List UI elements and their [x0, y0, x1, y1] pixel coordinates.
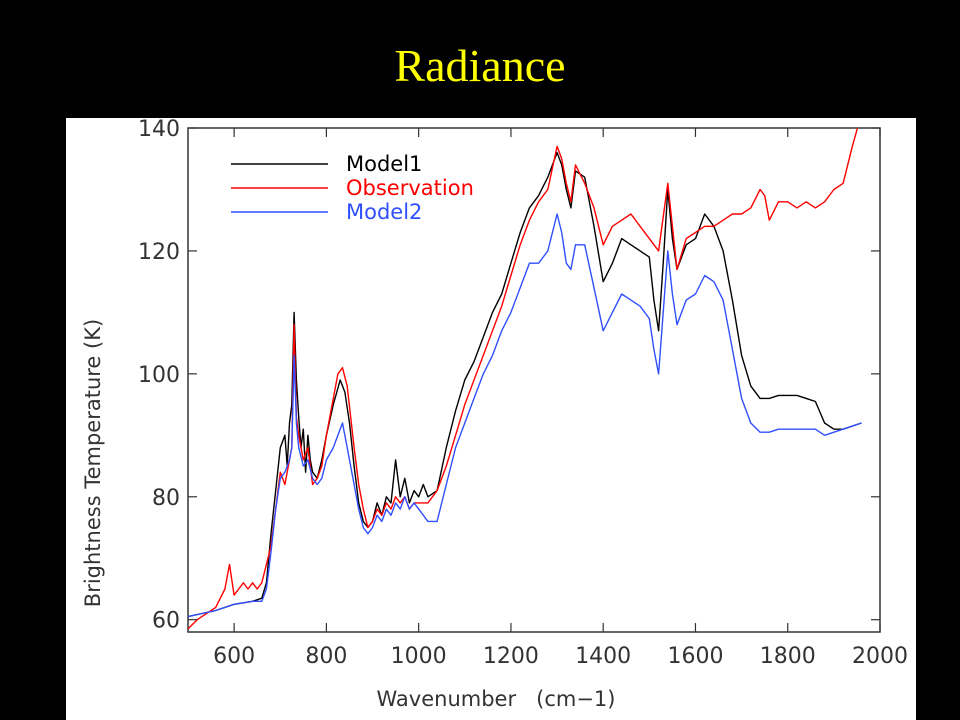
x-tick-label: 800 [305, 644, 347, 669]
legend-label-observation: Observation [346, 176, 474, 200]
y-tick-label: 80 [152, 486, 180, 511]
legend-label-model1: Model1 [346, 152, 422, 176]
x-tick-label: 2000 [852, 644, 908, 669]
y-axis-label: Brightness Temperature (K) [81, 319, 105, 607]
series-line-model1 [188, 151, 862, 618]
x-tick-label: 1600 [667, 644, 723, 669]
line-chart: 600 800 1000 1200 1400 1600 1800 2000 60 80 100 120… [81, 118, 908, 711]
x-tick-label: 1800 [760, 644, 816, 669]
legend-label-model2: Model2 [346, 200, 422, 224]
series-line-model2 [188, 213, 862, 618]
y-tick-label: 100 [138, 363, 180, 388]
x-tick-label: 600 [213, 644, 255, 669]
x-tick-label: 1400 [575, 644, 631, 669]
x-tick-label: 1000 [391, 644, 447, 669]
x-axis-label: Wavenumber (cm−1) [377, 687, 616, 711]
plot-frame [187, 127, 881, 633]
y-tick-label: 140 [138, 118, 180, 142]
slide-title: Radiance [394, 40, 566, 91]
y-tick-label: 60 [152, 609, 180, 634]
plot-panel: 600 800 1000 1200 1400 1600 1800 2000 60 80 100 120… [66, 118, 916, 720]
y-tick-label: 120 [138, 240, 180, 265]
x-tick-label: 1200 [483, 644, 539, 669]
series-line-observation [188, 128, 859, 630]
